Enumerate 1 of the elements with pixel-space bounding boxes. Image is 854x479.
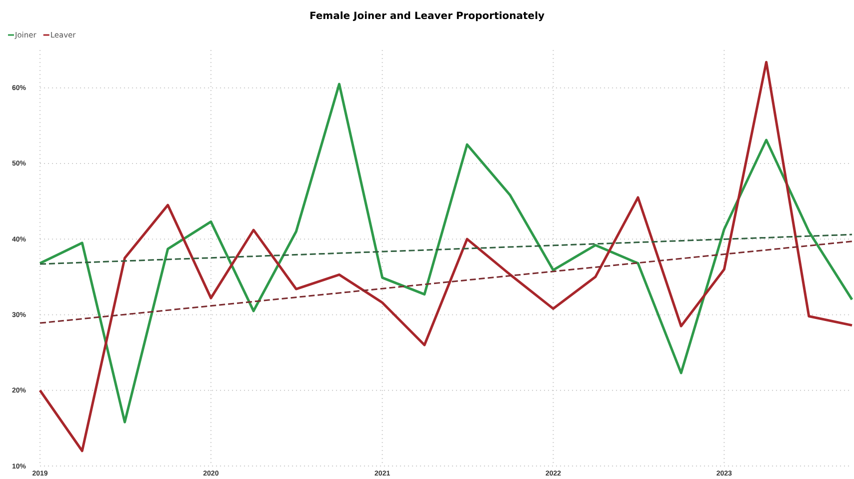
chart-title: Female Joiner and Leaver Proportionately <box>309 11 546 22</box>
